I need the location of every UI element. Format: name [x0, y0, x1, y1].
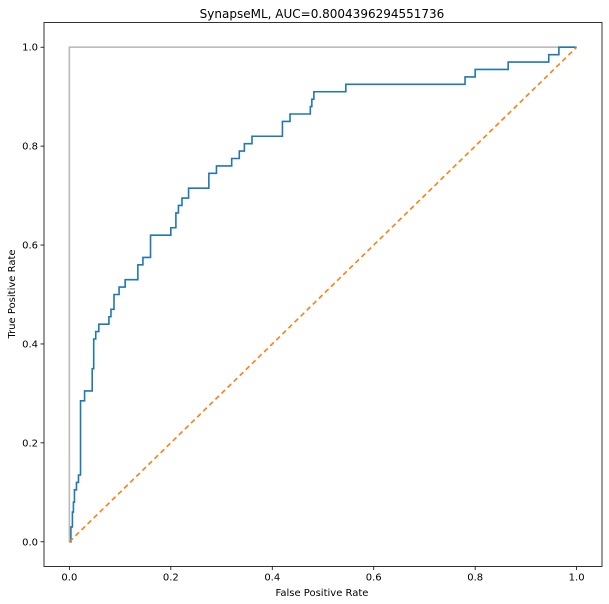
y-axis-label: True Positive Rate — [7, 249, 18, 339]
x-tick-label: 1.0 — [569, 573, 585, 584]
x-tick-label: 0.0 — [61, 573, 77, 584]
chart-title: SynapseML, AUC=0.8004396294551736 — [200, 7, 445, 21]
series-line-2 — [68, 46, 578, 543]
series-line-1 — [69, 46, 577, 543]
plot-area — [68, 46, 578, 543]
y-tick-label: 0.6 — [22, 241, 38, 252]
y-tick-label: 0.8 — [22, 142, 38, 153]
series-line-0 — [68, 46, 577, 542]
x-tick-label: 0.4 — [264, 573, 280, 584]
y-tick-label: 1.0 — [22, 43, 38, 54]
x-axis: 0.0 0.2 0.4 0.6 0.8 1.0 — [61, 566, 585, 584]
x-tick-label: 0.8 — [467, 573, 483, 584]
y-tick-label: 0.2 — [22, 438, 38, 449]
y-axis: 0.0 0.2 0.4 0.6 0.8 1.0 — [22, 43, 44, 548]
x-axis-label: False Positive Rate — [276, 588, 369, 599]
y-tick-label: 0.0 — [22, 537, 38, 548]
y-tick-label: 0.4 — [22, 339, 38, 350]
x-tick-label: 0.2 — [163, 573, 179, 584]
plot-frame — [43, 22, 603, 567]
x-tick-label: 0.6 — [366, 573, 382, 584]
